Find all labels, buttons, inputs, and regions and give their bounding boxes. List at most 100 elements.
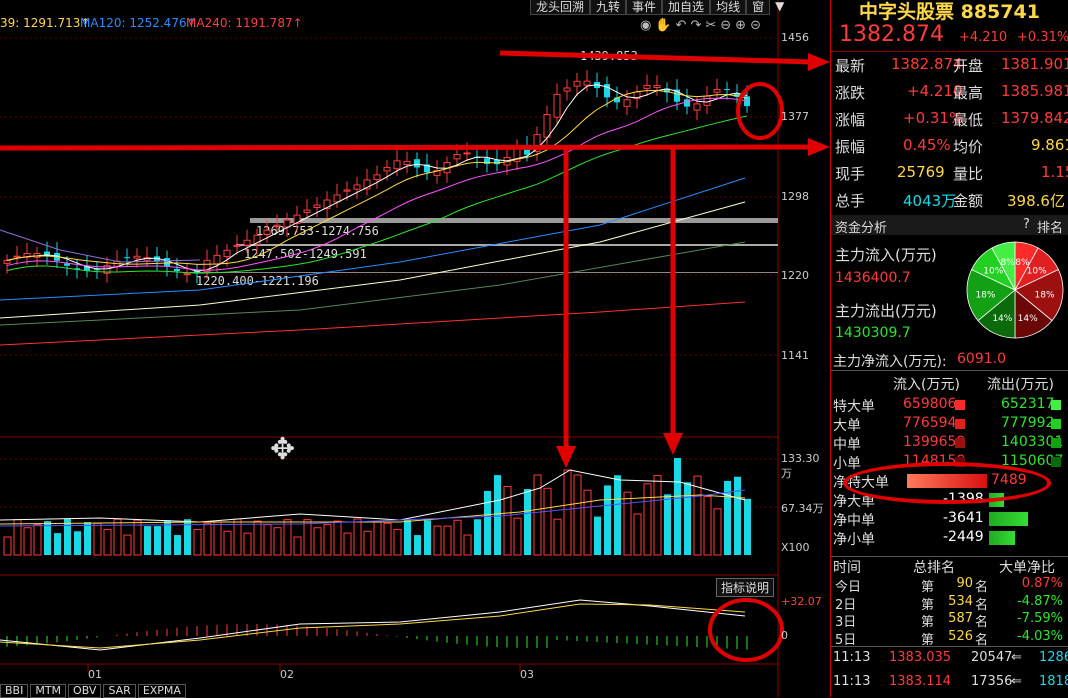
volume-bar — [3, 536, 12, 556]
volume-bar — [383, 522, 392, 556]
kline-chart[interactable]: 1439.8531269.753-1274.7561247.502-1249.5… — [0, 0, 830, 697]
tab-mtm[interactable]: MTM — [30, 684, 67, 698]
volume-bar — [243, 532, 252, 556]
candle-body — [303, 209, 311, 213]
volume-bar — [653, 475, 662, 556]
volume-bar — [433, 525, 442, 556]
rank-ratio: -4.87% — [1017, 593, 1063, 609]
current-price: 1382.874 — [839, 22, 944, 47]
volume-bar — [674, 458, 681, 555]
candle-body — [203, 259, 211, 272]
ma120-label: MA120: 1252.476↑ — [80, 16, 197, 30]
candle-body — [614, 97, 620, 103]
rank-time: 2日 — [835, 597, 857, 613]
help-icon[interactable]: ? — [1023, 217, 1030, 232]
volume-bar — [74, 531, 81, 555]
candle-body — [734, 93, 740, 97]
quote-value: 9.861 — [1031, 136, 1068, 154]
candle-body — [194, 270, 200, 274]
rank-suffix: 名 — [975, 597, 989, 613]
volume-bar — [133, 519, 142, 556]
net-name: 净小单 — [833, 532, 875, 548]
ma-line — [6, 89, 748, 265]
rank-col-rank: 总排名 — [913, 560, 955, 576]
candle-body — [433, 169, 441, 176]
net-value: -2449 — [943, 529, 984, 545]
menu-jiuzhuan[interactable]: 九转 — [590, 0, 627, 15]
quote-value: 0.45% — [903, 136, 951, 154]
price-change: +4.210 — [959, 30, 1008, 45]
price-change-pct: +0.31% — [1017, 30, 1068, 45]
hand-icon[interactable]: ✋ — [655, 18, 672, 33]
volume-bar — [474, 519, 481, 555]
candle-body — [353, 184, 361, 190]
candle-body — [263, 229, 271, 235]
menu-dropdown-icon[interactable]: ▼ — [775, 0, 785, 13]
highlight-circle — [843, 462, 1051, 504]
volume-tick: 67.34万 — [781, 502, 824, 515]
indicator-help-button[interactable]: 指标说明 — [716, 578, 775, 597]
rank-col-ratio: 大单净比 — [999, 560, 1055, 576]
menu-longtou[interactable]: 龙头回溯 — [530, 0, 591, 15]
menu-add-favorite[interactable]: 加自选 — [662, 0, 711, 15]
net-row: 净小单 -2449 — [831, 529, 1068, 548]
candle-body — [424, 164, 430, 173]
volume-bar — [213, 521, 222, 556]
scissors-icon[interactable]: ✂ — [705, 18, 717, 33]
volume-bar — [494, 475, 501, 555]
candle-body — [94, 269, 100, 271]
flow-row: 特大单 659806 652317 — [831, 396, 1068, 415]
candle-body — [693, 103, 701, 111]
minus-icon[interactable]: ⊝ — [750, 18, 761, 33]
undo-icon[interactable]: ↶ — [675, 18, 687, 33]
candle-body — [74, 268, 80, 270]
zoom-out-icon[interactable]: ⊖ — [720, 18, 732, 33]
flow-in-marker — [955, 419, 965, 429]
menu-window[interactable]: 窗 — [746, 0, 771, 15]
volume-bar — [23, 527, 32, 556]
volume-bar — [724, 480, 731, 555]
tab-expma[interactable]: EXPMA — [137, 684, 186, 698]
candle-body — [463, 152, 471, 155]
candle-body — [183, 273, 191, 276]
redo-icon[interactable]: ↷ — [690, 18, 702, 33]
pie-slice-label: 18% — [1035, 291, 1055, 301]
menu-ma[interactable]: 均线 — [710, 0, 747, 15]
volume-bar — [744, 498, 751, 555]
inflow-value: 1436400.7 — [835, 270, 911, 286]
date-tick: 02 — [280, 668, 294, 681]
volume-bar — [583, 489, 592, 556]
candle-body — [494, 159, 500, 165]
arrow-to-price-head — [808, 53, 830, 71]
volume-unit: X100 — [781, 541, 810, 554]
macd-bars — [6, 624, 748, 650]
candle-body — [293, 214, 301, 224]
kline-chart-area[interactable]: 1439.8531269.753-1274.7561247.502-1249.5… — [0, 0, 830, 698]
rank-row: 5日 第 526 名 -4.03% — [831, 628, 1068, 648]
tab-sar[interactable]: SAR — [103, 684, 136, 698]
candles — [3, 70, 750, 284]
candle-body — [133, 255, 141, 259]
zoom-in-icon[interactable]: ⊕ — [735, 18, 747, 33]
flow-in: 776594 — [903, 415, 957, 431]
tab-obv[interactable]: OBV — [68, 684, 102, 698]
volume-bar — [164, 520, 171, 555]
quote-label: 涨跌 — [835, 84, 866, 102]
net-value: -3641 — [943, 510, 984, 526]
candle-body — [103, 265, 111, 274]
candle-body — [643, 84, 651, 89]
eye-icon[interactable]: ◉ — [640, 18, 652, 33]
flow-out-marker — [1051, 419, 1061, 429]
quote-value: 1385.981 — [1001, 82, 1068, 100]
rank-number: 526 — [948, 628, 973, 644]
volume-bar — [513, 517, 522, 556]
pie-slice — [966, 269, 1016, 322]
pie-slice — [991, 241, 1016, 291]
menu-event[interactable]: 事件 — [626, 0, 663, 15]
volume-bar — [184, 519, 191, 555]
tab-bbi[interactable]: BBI — [0, 684, 29, 698]
quote-value: 4043万 — [903, 192, 957, 210]
move-cursor-icon: ✥ — [270, 432, 296, 467]
rank-button[interactable]: 排名 — [1037, 221, 1064, 236]
tick-arrow-icon: ⇐ — [1011, 674, 1022, 689]
